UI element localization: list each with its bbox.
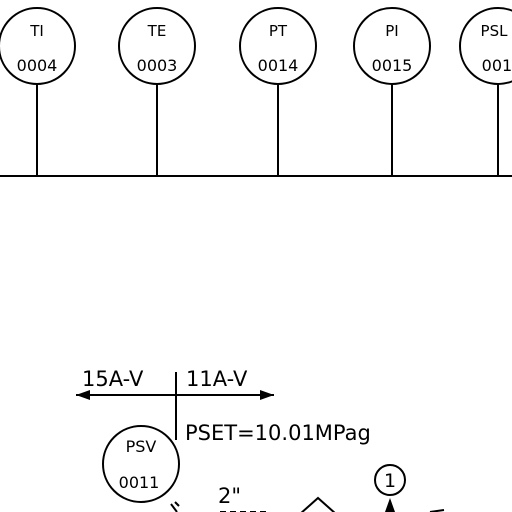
instrument-number: 0014 [258,56,299,75]
instrument-tag: TE [147,22,167,40]
instrument-bubble [353,7,431,85]
instrument-bubble [118,7,196,85]
instrument-ti: TI 0004 [0,7,76,176]
instrument-psl: PSL 0017 [459,7,512,176]
pipe-size-label: 2" [218,484,241,508]
instrument-bubble [239,7,317,85]
instrument-number: 0015 [372,56,413,75]
instrument-pt: PT 0014 [239,7,317,176]
instrument-number: 0004 [17,56,58,75]
instrument-number: 0011 [119,473,160,492]
diamond-symbol [300,496,336,512]
arrow-left-icon [76,390,90,400]
instrument-te: TE 0003 [118,7,196,176]
line-spec-group: 15A-V 11A-V [76,367,274,440]
instrument-pi: PI 0015 [353,7,431,176]
note-number: 1 [384,470,396,492]
instrument-tag: PI [385,22,398,40]
instrument-bubble [459,7,512,85]
instrument-tag: PT [269,22,288,40]
instrument-tag: PSV [126,437,157,456]
arrow-right-icon [260,390,274,400]
note-marker: 1 [374,464,406,512]
outlet-line-spec: 11A-V [186,367,248,391]
leader-tick [174,501,180,507]
leader-line [170,503,178,512]
instrument-number: 0017 [482,56,512,75]
instrument-bubble [102,425,180,503]
note-arrow-icon [385,498,395,512]
instrument-tag: PSL [481,22,509,40]
note-circle [374,464,406,496]
inlet-line-spec: 15A-V [82,367,144,391]
set-pressure-label: PSET=10.01MPag [185,421,371,445]
instrument-number: 0003 [137,56,178,75]
instrument-tag: TI [29,22,44,40]
relief-valve-psv: PSV 0011 [102,425,180,512]
instrument-bubble [0,7,76,85]
